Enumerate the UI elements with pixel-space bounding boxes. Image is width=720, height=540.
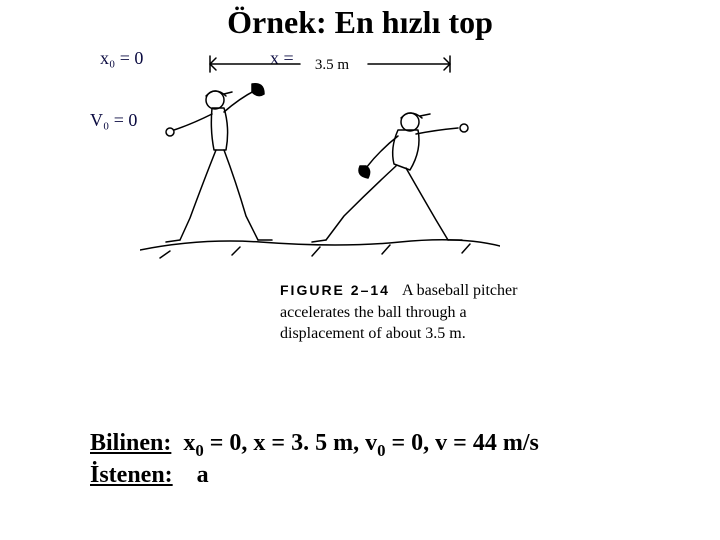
given-sub-0: 0 <box>195 441 203 460</box>
grass-2 <box>232 247 240 255</box>
grass-5 <box>462 244 470 253</box>
wanted-value: a <box>197 462 209 488</box>
given-label: Bilinen: <box>90 430 171 456</box>
figure-caption: FIGURE 2–14 A baseball pitcher accelerat… <box>280 280 540 345</box>
wanted-line: İstenen: a <box>90 462 209 489</box>
given-text-3: = 0, v = 44 m/s <box>385 430 538 456</box>
grass-3 <box>312 247 320 256</box>
pitcher-release <box>312 113 468 242</box>
annotation-v0: V₀ = 0 <box>90 110 137 131</box>
annotation-x0: x₀ = 0 <box>100 48 143 69</box>
slide-title: Örnek: En hızlı top <box>0 4 720 41</box>
dim-text: 3.5 m <box>315 57 350 73</box>
slide: Örnek: En hızlı top x₀ = 0 V₀ = 0 x = 3.… <box>0 0 720 540</box>
given-line: Bilinen: x0 = 0, x = 3. 5 m, v0 = 0, v =… <box>90 430 539 461</box>
given-text-2: = 0, x = 3. 5 m, v <box>204 430 377 456</box>
given-text-1: x <box>183 430 195 456</box>
grass-4 <box>382 245 390 254</box>
grass-1 <box>160 251 170 258</box>
wanted-label: İstenen: <box>90 462 173 488</box>
figure-area: x₀ = 0 V₀ = 0 x = 3.5 m <box>100 50 520 370</box>
figure-label: FIGURE 2–14 <box>280 282 390 298</box>
pitcher-windup <box>166 84 272 242</box>
figure-svg: 3.5 m <box>140 50 500 260</box>
